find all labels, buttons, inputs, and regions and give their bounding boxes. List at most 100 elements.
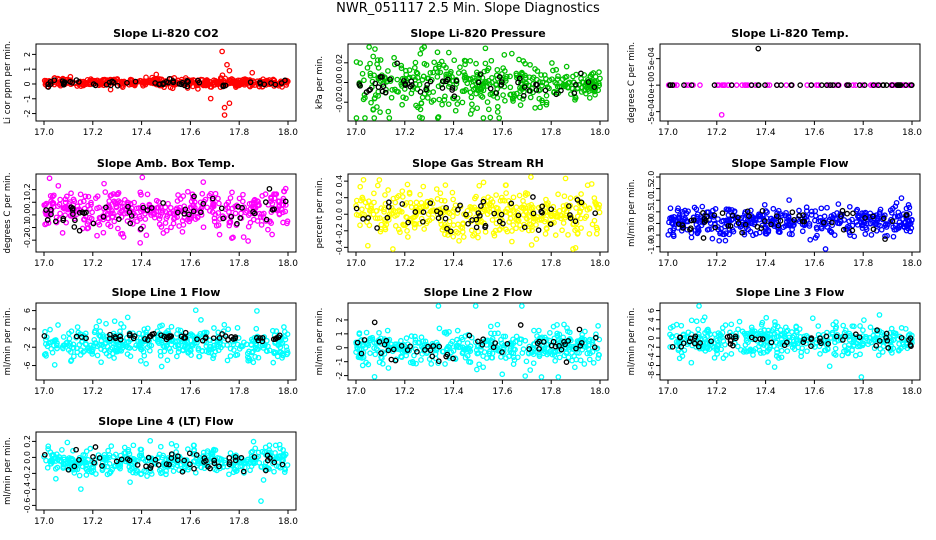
data-point — [875, 352, 882, 359]
data-point — [179, 228, 186, 235]
data-point — [523, 215, 530, 221]
data-point — [132, 78, 139, 85]
data-point — [156, 81, 162, 88]
data-point — [362, 115, 368, 121]
data-point — [224, 61, 230, 68]
data-point — [259, 193, 266, 199]
y-axis-label: degrees C per min. — [3, 172, 13, 253]
data-point — [493, 192, 499, 198]
data-point — [430, 97, 437, 104]
chart-title: Slope Amb. Box Temp. — [97, 157, 235, 170]
data-point — [375, 84, 382, 90]
data-point — [131, 199, 138, 206]
data-point — [115, 225, 121, 232]
data-point — [220, 215, 227, 222]
y-tick-label: -0.2 — [23, 466, 32, 482]
y-tick-label: -2 — [23, 343, 32, 351]
data-point — [364, 64, 371, 71]
y-tick-label: 1 — [23, 67, 32, 72]
data-point — [71, 353, 77, 360]
data-point — [211, 77, 217, 84]
data-point — [143, 232, 150, 239]
x-tick-label: 17.2 — [395, 259, 415, 269]
data-point — [728, 321, 735, 328]
data-point — [578, 225, 584, 231]
data-point — [144, 79, 150, 86]
data-point — [571, 364, 578, 371]
data-point — [363, 329, 370, 336]
figure-title: NWR_051117 2.5 Min. Slope Diagnostics — [336, 1, 600, 16]
data-point — [543, 92, 550, 99]
data-point — [473, 224, 480, 231]
y-axis-label: degrees C per min. — [627, 42, 637, 123]
data-point — [381, 209, 387, 215]
data-point — [137, 189, 144, 196]
data-point — [765, 359, 771, 366]
data-point — [468, 227, 475, 234]
y-tick-label: 0 — [335, 345, 344, 350]
data-point — [402, 82, 409, 88]
data-point — [402, 67, 409, 74]
data-point — [192, 307, 199, 314]
data-point — [385, 187, 391, 193]
data-point — [398, 65, 405, 72]
data-point — [516, 75, 523, 82]
data-point — [384, 327, 391, 334]
x-tick-label: 17.4 — [132, 387, 152, 397]
x-tick-label: 18.0 — [902, 387, 922, 397]
data-point — [475, 86, 481, 92]
data-point — [586, 94, 593, 101]
data-point — [577, 357, 584, 364]
data-point — [778, 347, 785, 354]
data-point — [519, 303, 525, 309]
data-point — [520, 198, 526, 204]
data-point — [890, 233, 897, 240]
y-tick-label: -0.2 — [335, 223, 344, 239]
data-point — [496, 115, 503, 121]
x-tick-label: 17.2 — [83, 128, 103, 138]
data-point — [480, 364, 487, 371]
data-point — [404, 181, 411, 188]
data-point — [542, 87, 549, 94]
data-point — [520, 58, 527, 64]
data-point — [593, 230, 600, 237]
y-tick-label: -6 — [647, 362, 656, 370]
data-point — [450, 196, 457, 203]
data-point — [445, 49, 452, 56]
data-point — [125, 203, 131, 210]
data-point — [450, 233, 457, 240]
data-point — [390, 207, 397, 214]
data-point — [250, 208, 256, 215]
data-point — [693, 318, 700, 325]
data-point — [153, 208, 160, 215]
data-point — [357, 82, 363, 89]
data-point — [375, 64, 382, 71]
data-series — [41, 437, 291, 504]
data-point — [237, 215, 244, 221]
data-point — [228, 213, 235, 220]
data-point — [496, 74, 503, 80]
data-point — [405, 75, 412, 82]
data-point — [586, 230, 593, 237]
data-point — [678, 322, 685, 329]
data-point — [213, 222, 220, 229]
x-tick-label: 17.6 — [804, 128, 824, 138]
data-point — [144, 207, 151, 213]
data-point — [92, 82, 99, 89]
data-point — [535, 327, 542, 334]
data-point — [438, 197, 445, 204]
data-point — [522, 192, 529, 199]
data-point — [52, 218, 59, 225]
data-point — [247, 79, 254, 86]
x-tick-label: 17.4 — [756, 128, 776, 138]
data-point — [449, 74, 455, 80]
data-point — [49, 193, 56, 200]
data-point — [88, 199, 94, 206]
data-point — [385, 204, 392, 210]
data-point — [262, 199, 269, 206]
data-point — [459, 88, 466, 95]
data-point — [398, 337, 404, 344]
data-point — [186, 211, 192, 218]
data-point — [179, 79, 186, 86]
